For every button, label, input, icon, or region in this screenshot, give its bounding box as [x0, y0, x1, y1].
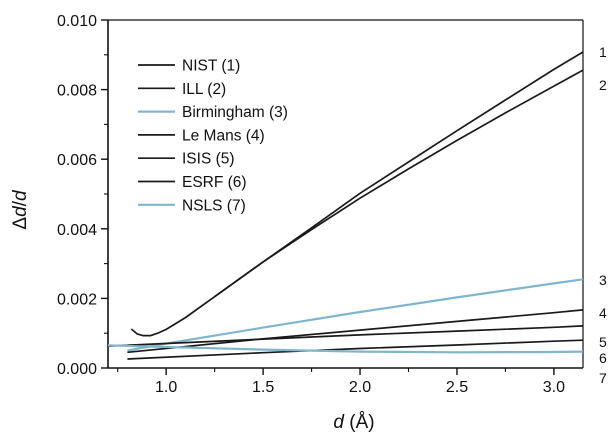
legend-label-3: Birmingham (3)	[182, 104, 288, 121]
y-axis-slash: /	[10, 200, 31, 206]
series-layer	[107, 51, 584, 360]
series-end-label-1: 1	[599, 44, 607, 60]
series-end-label-7: 7	[599, 370, 607, 386]
series-end-label-6: 6	[599, 350, 607, 366]
legend-label-7: NSLS (7)	[182, 197, 246, 214]
y-axis-delta: Δ	[10, 217, 31, 230]
series-end-label-3: 3	[599, 272, 607, 288]
x-tick-label: 1.5	[252, 379, 274, 396]
y-axis-variable-2: d	[10, 189, 31, 201]
legend: NIST (1) ILL (2) Birmingham (3) Le Mans (4)…	[138, 58, 288, 214]
series-line-4	[127, 309, 584, 354]
x-axis-unit: (Å)	[344, 412, 375, 433]
axis-ticks: 1.0 1.5 2.0 2.5 3.0 0.000 0.002 0.004 0.006 0.008…	[57, 13, 565, 396]
x-tick-label: 3.0	[543, 379, 565, 396]
legend-label-4: Le Mans (4)	[182, 127, 265, 144]
x-tick-label: 1.0	[155, 379, 177, 396]
x-axis-title: d (Å)	[333, 412, 374, 433]
series-end-labels: 1 2 3 4 56 7	[599, 44, 607, 386]
y-tick-label: 0.010	[57, 13, 97, 30]
series-line-3	[127, 278, 584, 352]
y-tick-label: 0.008	[57, 83, 97, 100]
legend-label-2: ILL (2)	[182, 81, 226, 98]
y-axis-variable-1: d	[10, 205, 31, 217]
series-end-label-2: 2	[599, 77, 607, 93]
legend-label-5: ISIS (5)	[182, 151, 235, 168]
x-tick-label: 2.0	[349, 379, 371, 396]
series-end-label-5: 5	[599, 334, 607, 350]
y-tick-label: 0.002	[57, 291, 97, 308]
series-line-6	[127, 339, 584, 360]
y-tick-label: 0.000	[57, 361, 97, 378]
series-end-label-4: 4	[599, 305, 607, 321]
series-line-7	[107, 344, 584, 354]
y-tick-label: 0.004	[57, 222, 97, 239]
series-line-5	[107, 325, 584, 347]
y-axis-title: Δd/d	[10, 189, 31, 230]
legend-label-6: ESRF (6)	[182, 174, 247, 191]
x-tick-label: 2.5	[446, 379, 468, 396]
series-line-2	[214, 69, 584, 298]
legend-label-1: NIST (1)	[182, 58, 240, 75]
y-tick-label: 0.006	[57, 152, 97, 169]
x-axis-variable: d	[333, 412, 345, 433]
